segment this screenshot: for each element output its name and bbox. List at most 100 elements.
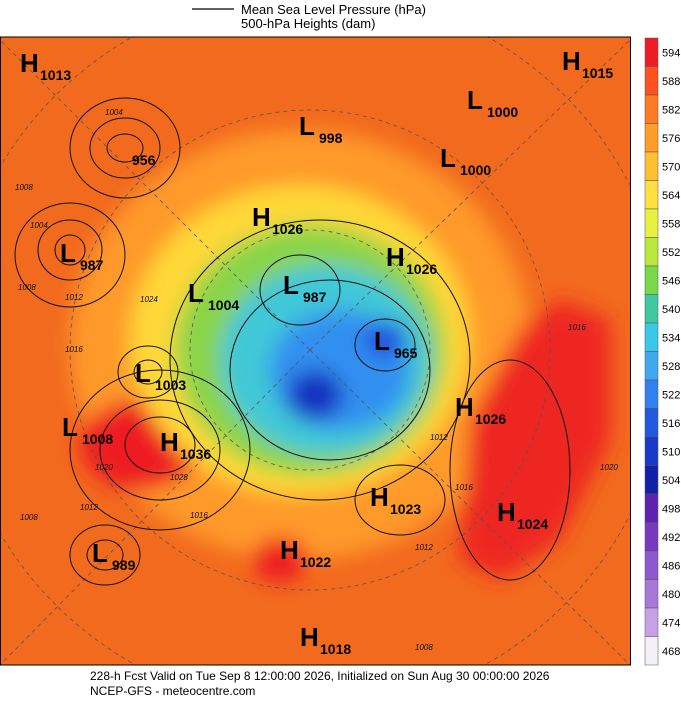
- isobar-label: 1020: [600, 463, 618, 472]
- colorbar-label: 510: [662, 446, 680, 458]
- colorbar-segment: [644, 322, 659, 352]
- colorbar-label: 468: [662, 646, 680, 658]
- colorbar-segment: [644, 94, 659, 124]
- colorbar-label: 474: [662, 617, 680, 629]
- colorbar-label: 570: [662, 161, 680, 173]
- pressure-center-value: 965: [394, 345, 418, 361]
- pressure-center-value: 1015: [582, 65, 613, 81]
- colorbar-segment: [644, 66, 659, 96]
- pressure-center-value: 1024: [517, 516, 548, 532]
- colorbar-segment: [644, 379, 659, 409]
- colorbar-label: 576: [662, 133, 680, 145]
- pressure-center-value: 1008: [82, 431, 113, 447]
- colorbar-label: 504: [662, 475, 680, 487]
- isobar-label: 1012: [430, 433, 448, 442]
- pressure-center-letter: H: [252, 202, 271, 232]
- isobar-label: 1012: [415, 543, 433, 552]
- colorbar-label: 528: [662, 361, 680, 373]
- colorbar-label: 522: [662, 389, 680, 401]
- legend-item: 500-hPa Heights (dam): [241, 16, 375, 31]
- pressure-center-value: 1026: [272, 221, 303, 237]
- colorbar-label: 498: [662, 503, 680, 515]
- colorbar-label: 594: [662, 47, 680, 59]
- footer-line: NCEP-GFS - meteocentre.com: [90, 684, 255, 698]
- isobar-label: 1024: [140, 295, 158, 304]
- pressure-center-letter: L: [440, 143, 456, 173]
- map-frame: [0, 36, 631, 666]
- colorbar-label: 552: [662, 247, 680, 259]
- pressure-center-value: 1023: [390, 501, 421, 517]
- pressure-center-letter: L: [62, 412, 78, 442]
- isobar-label: 1008: [20, 513, 38, 522]
- colorbar-segment: [644, 123, 659, 153]
- colorbar-segment: [644, 436, 659, 466]
- isobar-label: 1004: [30, 221, 48, 230]
- pressure-center-letter: H: [280, 535, 299, 565]
- pressure-center-letter: H: [497, 497, 516, 527]
- colorbar-segment: [644, 351, 659, 381]
- colorbar-label: 564: [662, 190, 680, 202]
- pressure-center-letter: L: [135, 358, 151, 388]
- isobar-label: 1004: [105, 108, 123, 117]
- colorbar-label: 582: [662, 104, 680, 116]
- pressure-center-letter: L: [60, 238, 76, 268]
- colorbar-label: 516: [662, 418, 680, 430]
- isobar-label: 1020: [95, 463, 113, 472]
- colorbar-segment: [644, 493, 659, 523]
- pressure-center-value: 1022: [300, 554, 331, 570]
- colorbar-label: 558: [662, 218, 680, 230]
- colorbar-segment: [644, 265, 659, 295]
- isobar-label: 1012: [65, 293, 83, 302]
- isobar-label: 1016: [65, 345, 83, 354]
- pressure-center-letter: L: [467, 85, 483, 115]
- isobar-label: 1016: [455, 483, 473, 492]
- pressure-center-letter: H: [455, 392, 474, 422]
- colorbar-segment: [644, 37, 659, 67]
- colorbar-segment: [644, 522, 659, 552]
- pressure-center-letter: L: [283, 270, 299, 300]
- pressure-center-letter: H: [20, 48, 39, 78]
- pressure-center-value: 987: [303, 289, 327, 305]
- colorbar-label: 588: [662, 76, 680, 88]
- colorbar-segment: [644, 465, 659, 495]
- pressure-center-value: 987: [80, 257, 104, 273]
- isobar-label: 1008: [415, 643, 433, 652]
- colorbar-label: 486: [662, 560, 680, 572]
- isobar-label: 1016: [190, 511, 208, 520]
- colorbar-segment: [644, 180, 659, 210]
- pressure-center-value: 1000: [487, 104, 518, 120]
- colorbar-label: 480: [662, 589, 680, 601]
- pressure-center-value: 1004: [208, 297, 239, 313]
- pressure-center-value: 1000: [460, 162, 491, 178]
- colorbar-segment: [644, 208, 659, 238]
- pressure-center-value: 989: [112, 557, 136, 573]
- pressure-center-value: 1026: [406, 261, 437, 277]
- pressure-center-letter: L: [374, 326, 390, 356]
- colorbar-segment: [644, 151, 659, 181]
- colorbar-label: 534: [662, 332, 680, 344]
- colorbar-segment: [644, 550, 659, 580]
- colorbar-segment: [644, 636, 659, 666]
- colorbar-segment: [644, 408, 659, 438]
- pressure-center-value: 956: [132, 152, 156, 168]
- isobar-label: 1008: [18, 283, 36, 292]
- pressure-center-value: 1013: [40, 67, 71, 83]
- colorbar-label: 492: [662, 532, 680, 544]
- pressure-center-letter: L: [299, 111, 315, 141]
- map-field: [0, 37, 630, 665]
- pressure-center-letter: L: [92, 538, 108, 568]
- isobar-label: 1028: [170, 473, 188, 482]
- legend-item: Mean Sea Level Pressure (hPa): [241, 2, 426, 17]
- colorbar-label: 540: [662, 304, 680, 316]
- pressure-center-letter: H: [386, 242, 405, 272]
- pressure-center-value: 998: [319, 130, 343, 146]
- pressure-center-value: 1018: [320, 641, 351, 657]
- pressure-center-letter: H: [370, 482, 389, 512]
- pressure-center-value: 1026: [475, 411, 506, 427]
- colorbar-segment: [644, 237, 659, 267]
- colorbar-segment: [644, 294, 659, 324]
- colorbar-segment: [644, 579, 659, 609]
- colorbar-label: 546: [662, 275, 680, 287]
- pressure-center-letter: H: [160, 427, 179, 457]
